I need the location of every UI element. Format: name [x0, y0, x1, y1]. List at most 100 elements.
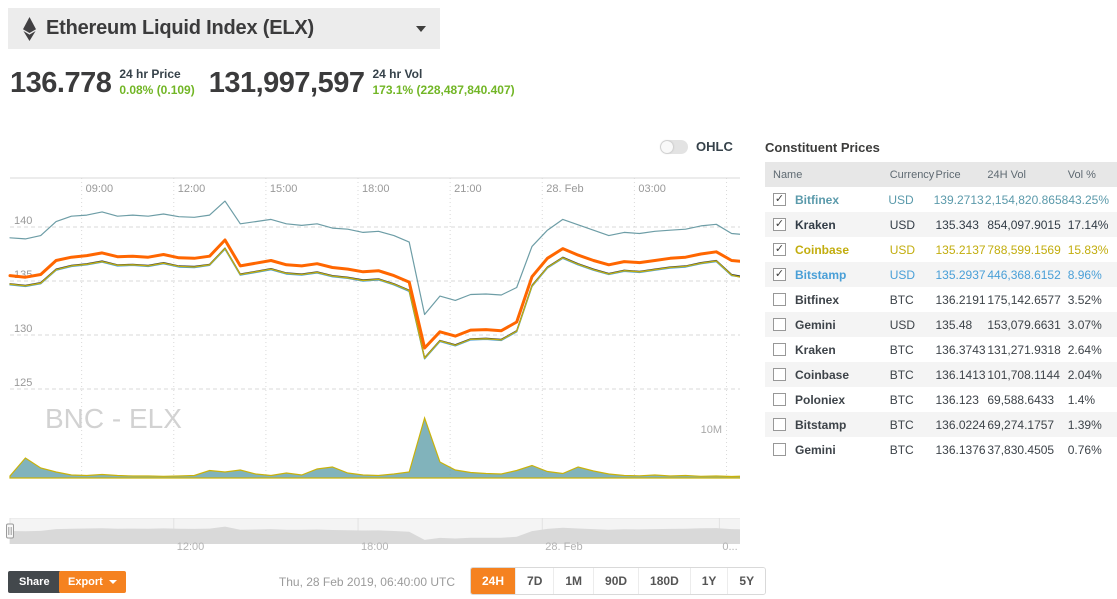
range-button-180d[interactable]: 180D: [639, 568, 691, 594]
y-tick-label: 130: [14, 323, 32, 335]
x-tick-label: 03:00: [638, 183, 666, 195]
summary-bar: 136.778 24 hr Price 0.08% (0.109) 131,99…: [10, 64, 529, 102]
checked-checkbox[interactable]: ✓: [773, 193, 786, 206]
exchange-name: Coinbase: [795, 367, 850, 382]
checked-checkbox[interactable]: ✓: [773, 218, 786, 231]
volume-cell: 788,599.1569: [987, 242, 1061, 257]
caret-down-icon: [108, 580, 117, 585]
range-button-90d[interactable]: 90D: [594, 568, 640, 594]
currency-cell: BTC: [889, 392, 914, 407]
unchecked-checkbox[interactable]: [773, 443, 786, 456]
price-cell: 139.2713: [933, 192, 984, 207]
range-button-7d[interactable]: 7D: [516, 568, 555, 594]
range-button-24h[interactable]: 24H: [471, 568, 517, 594]
navigator-tick-label: 0...: [722, 541, 738, 553]
navigator-labels: 12:00 18:00 28. Feb 0...: [0, 541, 740, 555]
volume-cell: 131,271.9318: [987, 342, 1061, 357]
export-button[interactable]: Export: [59, 571, 126, 593]
exchange-name: Poloniex: [795, 392, 846, 407]
current-volume: 131,997,597: [208, 67, 365, 99]
volume-change: 173.1% (228,487,840.407): [372, 83, 515, 97]
index-selector[interactable]: Ethereum Liquid Index (ELX): [8, 8, 440, 49]
volume-label: 24 hr Vol: [372, 67, 423, 81]
volume-cell: 2,154,820.8658: [984, 192, 1069, 207]
price-cell: 136.2191: [935, 292, 986, 307]
table-body: ✓ Bitfinex USD 139.2713 2,154,820.8658 43.25%…: [765, 187, 1117, 462]
currency-cell: USD: [889, 242, 916, 257]
vol-pct-cell: 43.25%: [1068, 192, 1110, 207]
range-selector: 24H 7D 1M 90D 180D 1Y 5Y: [470, 567, 767, 595]
y-tick-label: 125: [14, 377, 32, 389]
price-cell: 135.2937: [935, 267, 986, 282]
volume-area-series: [9, 416, 740, 479]
column-header: Currency: [889, 168, 935, 181]
vol-pct-cell: 3.07%: [1067, 317, 1102, 332]
constituent-row: Kraken BTC 136.3743 131,271.9318 2.64%: [765, 337, 1117, 362]
currency-cell: USD: [889, 267, 916, 282]
caret-down-icon: [416, 25, 426, 32]
column-header: Price: [935, 168, 961, 181]
x-tick-label: 21:00: [454, 183, 482, 195]
series-line-elx-index: [8, 238, 740, 350]
checked-checkbox[interactable]: ✓: [773, 243, 786, 256]
share-button[interactable]: Share: [8, 571, 61, 593]
exchange-name: Coinbase: [795, 242, 850, 257]
currency-cell: BTC: [889, 342, 914, 357]
ohlc-toggle[interactable]: [660, 139, 688, 154]
exchange-name: Bitstamp: [795, 417, 847, 432]
navigator-area: [10, 526, 740, 544]
vol-pct-cell: 2.64%: [1067, 342, 1102, 357]
currency-cell: BTC: [889, 292, 914, 307]
column-header: Vol %: [1067, 168, 1096, 181]
exchange-name: Gemini: [795, 317, 836, 332]
price-volume-chart[interactable]: 09:00 12:00 15:00 18:00 21:00 28. Feb 03:00 140…: [0, 170, 740, 515]
chart-watermark: BNC - ELX: [45, 403, 182, 434]
currency-cell: BTC: [889, 442, 914, 457]
toggle-knob-icon: [661, 140, 673, 153]
range-button-1y[interactable]: 1Y: [690, 568, 729, 594]
unchecked-checkbox[interactable]: [773, 393, 786, 406]
series-line-coinbase-usd: [9, 247, 740, 359]
series-line-kraken-usd: [9, 247, 740, 359]
ethereum-icon: [23, 16, 36, 41]
constituent-row: Bitfinex BTC 136.2191 175,142.6577 3.52%: [765, 287, 1117, 312]
unchecked-checkbox[interactable]: [773, 318, 786, 331]
unchecked-checkbox[interactable]: [773, 368, 786, 381]
vol-pct-cell: 3.52%: [1067, 292, 1102, 307]
unchecked-checkbox[interactable]: [773, 343, 786, 356]
x-tick-label: 12:00: [178, 183, 206, 195]
unchecked-checkbox[interactable]: [773, 293, 786, 306]
exchange-name: Kraken: [795, 217, 836, 232]
navigator-left-handle[interactable]: [6, 523, 14, 539]
ohlc-control: OHLC: [660, 139, 733, 154]
table-header: Name Currency Price 24H Vol Vol %: [765, 162, 1117, 187]
unchecked-checkbox[interactable]: [773, 418, 786, 431]
volume-cell: 69,588.6433: [987, 392, 1055, 407]
checked-checkbox[interactable]: ✓: [773, 268, 786, 281]
constituent-row: Bitstamp BTC 136.0224 69,274.1757 1.39%: [765, 412, 1117, 437]
exchange-name: Bitfinex: [795, 192, 840, 207]
constituent-row: ✓ Bitfinex USD 139.2713 2,154,820.8658 43.25%: [765, 187, 1117, 212]
volume-cell: 153,079.6631: [987, 317, 1061, 332]
price-cell: 136.1376: [935, 442, 986, 457]
range-button-1m[interactable]: 1M: [554, 568, 595, 594]
price-cell: 136.123: [935, 392, 979, 407]
constituent-row: ✓ Kraken USD 135.343 854,097.9015 17.14%: [765, 212, 1117, 237]
range-button-5y[interactable]: 5Y: [728, 568, 766, 594]
navigator-tick-label: 12:00: [176, 541, 205, 553]
column-header: 24H Vol: [987, 168, 1026, 181]
price-cell: 136.0224: [935, 417, 986, 432]
chart-navigator[interactable]: [0, 518, 740, 544]
volume-cell: 37,830.4505: [987, 442, 1055, 457]
currency-cell: BTC: [889, 367, 914, 382]
vol-pct-cell: 2.04%: [1067, 367, 1102, 382]
price-label: 24 hr Price: [119, 67, 181, 81]
price-cell: 135.48: [935, 317, 973, 332]
exchange-name: Gemini: [795, 442, 836, 457]
constituent-prices-panel: Constituent Prices Name Currency Price 24H …: [765, 140, 1117, 462]
constituent-row: ✓ Coinbase USD 135.2137 788,599.1569 15.83%: [765, 237, 1117, 262]
currency-cell: USD: [888, 192, 914, 207]
constituent-row: Gemini USD 135.48 153,079.6631 3.07%: [765, 312, 1117, 337]
price-cell: 135.2137: [935, 242, 986, 257]
